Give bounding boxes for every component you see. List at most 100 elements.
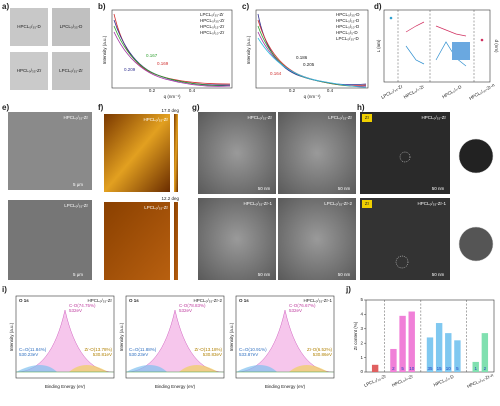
image-label: HPCL₀/₃₅-Zr bbox=[421, 115, 446, 120]
y-tick-label: 5 bbox=[360, 297, 363, 302]
group-label: LPCL₀/₃₅-Zr bbox=[380, 83, 404, 99]
panel-label: h) bbox=[357, 103, 365, 112]
x-tick-label: 2 bbox=[392, 366, 395, 371]
bar bbox=[481, 333, 489, 372]
tem: HPCL₀/₃₅-Zr LPCL₀/₃₅-Zr HPCL₀/₃₅-Zr-1 LP… bbox=[198, 112, 356, 280]
afm-image bbox=[104, 202, 170, 280]
peak-label: Zr-O(6.52%) bbox=[307, 347, 333, 352]
curve bbox=[113, 25, 231, 87]
sem-image bbox=[8, 112, 92, 190]
legend-entry: LPCL₀/₃₅-D bbox=[336, 36, 360, 41]
peak-label: 532eV bbox=[179, 308, 192, 313]
core-level: O 1s bbox=[129, 298, 139, 303]
bar bbox=[435, 323, 443, 372]
scale-label: 50 nm bbox=[258, 272, 271, 277]
panel-label: j) bbox=[345, 285, 351, 294]
curve bbox=[113, 31, 231, 87]
peak-label: C-O(74.75%) bbox=[69, 303, 96, 308]
x-axis-label: Binding Energy (eV) bbox=[45, 384, 86, 389]
y-tick-label: 4 bbox=[360, 312, 363, 317]
eds-image bbox=[360, 112, 450, 194]
tem-image bbox=[278, 112, 356, 194]
curve bbox=[435, 41, 467, 67]
y-axis-label: Intensity (a.u.) bbox=[246, 35, 251, 64]
zoom bbox=[458, 226, 494, 262]
y-tick-label: 3 bbox=[360, 326, 363, 331]
scale-label: 5 μm bbox=[73, 272, 83, 277]
panel-label: g) bbox=[192, 103, 200, 112]
x-tick-label: 10 bbox=[446, 366, 452, 371]
afm-image bbox=[104, 114, 170, 192]
bar bbox=[426, 337, 434, 372]
group-label: HPCL₀/ₙ-D bbox=[441, 84, 463, 100]
color-bar bbox=[174, 114, 178, 192]
peak-label: 0.186 bbox=[296, 55, 308, 60]
x-tick-label: 0.4 bbox=[189, 88, 196, 93]
x-tick-label: 0.2 bbox=[149, 88, 156, 93]
axes bbox=[383, 9, 491, 83]
y-tick-label: 2 bbox=[360, 340, 363, 345]
legend-entry: HPCL₀/₁₀-Zr bbox=[200, 30, 225, 35]
panel-label: b) bbox=[98, 2, 106, 11]
spacing-plot: L (nm) d (nm) LPCL₀/₃₅-Zr HPCL₀/ₙ-Zr HPC… bbox=[376, 9, 499, 101]
peak-label: 532eV bbox=[289, 308, 302, 313]
curve bbox=[405, 45, 425, 65]
peak-fit bbox=[179, 365, 218, 372]
scale-label: 50 nm bbox=[432, 186, 445, 191]
axes bbox=[125, 295, 225, 379]
peak-label: Zr-O(13.78%) bbox=[84, 347, 112, 352]
peak-label: 530.83eV bbox=[203, 352, 222, 357]
curve bbox=[257, 37, 367, 88]
peak-label: C=O(11.84%) bbox=[19, 347, 47, 352]
group-label: HPCL₀/ₙ-Zr bbox=[403, 84, 426, 100]
photo-label: LPCL₀/₃₅-D bbox=[60, 24, 84, 29]
image-label: HPCL₀/₃₅-Zr bbox=[63, 115, 88, 120]
panel-title: HPCL₀/₃₅-Zr bbox=[87, 298, 112, 303]
highlight bbox=[395, 255, 409, 269]
image-label: LPCL₀/₃₅-Zr bbox=[64, 203, 88, 208]
peak-fit bbox=[126, 365, 167, 372]
bar bbox=[371, 364, 379, 372]
photo-label: LPCL₀/₃₅-Zr bbox=[59, 68, 83, 73]
bar bbox=[390, 348, 397, 372]
peak-fit bbox=[16, 365, 57, 372]
sem: HPCL₀/₃₅-Zr LPCL₀/₃₅-Zr 5 μm 5 μm bbox=[8, 112, 92, 280]
image-label: HPCL₀/₃₅-Zr-1 bbox=[243, 201, 272, 206]
x-tick-label: 10 bbox=[409, 366, 415, 371]
group-label: HPCL₀/₃₅-Zr-n bbox=[466, 372, 494, 389]
legend-entry: HPCL₀/₁₅-Zr bbox=[200, 24, 225, 29]
x-tick-label: 1 bbox=[474, 366, 477, 371]
scale-label: 5 μm bbox=[73, 182, 83, 187]
peak-label: 530.86eV bbox=[313, 352, 332, 357]
afm: HPCL₀/₃₅-Zr LPCL₀/₃₅-Zr 17.0 deg 12.2 de… bbox=[104, 108, 179, 280]
panel-label: c) bbox=[242, 2, 249, 11]
peak-label: 0.169 bbox=[157, 61, 169, 66]
eds: Zr Zr HPCL₀/₃₅-Zr HPCL₀/₃₅-Zr-1 50 nm 50… bbox=[360, 112, 494, 280]
axes bbox=[15, 295, 115, 379]
xps: O 1s HPCL₀/₃₅-ZrC-O(74.75%) 532eV C=O(11.84… bbox=[9, 295, 335, 389]
highlight bbox=[399, 151, 411, 163]
zoom bbox=[458, 138, 494, 174]
x-tick-label: 0.4 bbox=[327, 88, 334, 93]
y-axis-label: Zr content (%) bbox=[353, 321, 358, 350]
curve bbox=[405, 21, 425, 33]
peak-label: 0.205 bbox=[303, 62, 315, 67]
tag-label: Zr bbox=[365, 115, 370, 120]
group-label: LPCL₀/₃₅-Zr bbox=[363, 373, 387, 388]
tem-image bbox=[278, 198, 356, 280]
scale-label: 50 nm bbox=[338, 272, 351, 277]
peak-fit bbox=[289, 365, 328, 372]
bar bbox=[408, 311, 415, 372]
y-axis-label: Intensity (a.u.) bbox=[119, 322, 124, 351]
group-label: HPCL₀/₃₅-Zr-n bbox=[468, 82, 496, 101]
image-label: LPCL₀/₃₅-Zr bbox=[328, 115, 352, 120]
panel-label: e) bbox=[2, 103, 9, 112]
image-label: LPCL₀/₃₅-Zr-2 bbox=[324, 201, 352, 206]
color-bar bbox=[174, 202, 178, 280]
photo bbox=[10, 52, 48, 90]
peak-label: 0.167 bbox=[146, 53, 158, 58]
image-label: HPCL₀/₃₅-Zr bbox=[247, 115, 272, 120]
image-label: HPCL₀/₃₅-Zr bbox=[143, 117, 168, 122]
x-axis-label: Binding Energy (eV) bbox=[155, 384, 196, 389]
